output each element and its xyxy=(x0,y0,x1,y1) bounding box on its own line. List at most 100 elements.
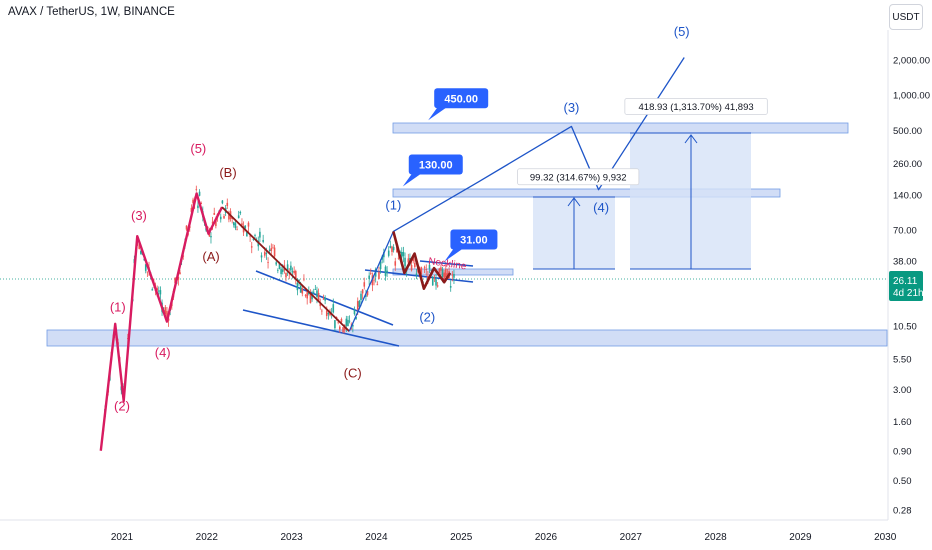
price-axis-tick: 500.00 xyxy=(893,126,922,137)
candle-body xyxy=(268,249,271,252)
wave-label: (5) xyxy=(674,24,690,39)
candle-body xyxy=(443,272,445,279)
candle-body xyxy=(244,225,247,229)
candle-body xyxy=(200,202,202,204)
candle-body xyxy=(404,257,406,267)
candle-body xyxy=(410,265,413,271)
candle-body xyxy=(252,238,255,240)
candle-body xyxy=(311,294,313,300)
candle-body xyxy=(210,236,212,238)
measurement-text: 99.32 (314.67%) 9,932 xyxy=(530,172,627,183)
candle-body xyxy=(353,309,356,315)
price-axis-tick: 2,000.00 xyxy=(893,56,930,67)
candle-body xyxy=(270,248,273,251)
candle-body xyxy=(166,310,168,317)
candle-body xyxy=(301,288,304,294)
candle-body xyxy=(327,312,330,315)
wedge-lower-line[interactable] xyxy=(242,309,400,347)
candle-body xyxy=(376,284,379,286)
candle-body xyxy=(291,271,294,273)
wave-labels-layer: (1) (2) (3) (4) (5) (A) (B) (C) (1) (2) (3) (4) (5) xyxy=(110,24,690,413)
candle-body xyxy=(223,216,225,219)
resistance-zone-450[interactable] xyxy=(392,122,849,134)
callout-pointer xyxy=(444,247,465,262)
candle-body xyxy=(360,293,362,301)
time-axis[interactable]: 2021 2022 2023 2024 2025 2026 2027 2028 2029 2030 xyxy=(111,532,897,543)
candle-body xyxy=(312,291,315,293)
candle-body xyxy=(267,262,269,263)
candle-body xyxy=(239,211,242,214)
candle-body xyxy=(197,205,199,209)
candle-body xyxy=(164,307,167,315)
candle-body xyxy=(233,222,235,226)
candle-body xyxy=(195,189,198,191)
candle-body xyxy=(425,269,428,270)
candle-body xyxy=(157,290,160,292)
time-axis-tick: 2022 xyxy=(196,532,219,543)
wave-label: (2) xyxy=(419,310,435,325)
candle-body xyxy=(215,220,217,227)
callout-pointer xyxy=(428,106,449,121)
candle-body xyxy=(234,223,237,229)
neckline-trendline[interactable] xyxy=(364,269,474,283)
price-axis-tick: 0.50 xyxy=(893,476,912,487)
abc-correction-wave[interactable] xyxy=(221,206,350,332)
measurement-box xyxy=(517,168,640,186)
candle-body xyxy=(250,246,253,248)
candle-body xyxy=(231,217,233,219)
candle-body xyxy=(319,303,322,307)
wave-label: (2) xyxy=(114,398,130,413)
candle-body xyxy=(361,289,364,294)
candle-body xyxy=(236,229,238,231)
price-axis-tick: 140.00 xyxy=(893,190,922,201)
price-callout[interactable]: 130.00 xyxy=(402,154,463,187)
wave-label: (C) xyxy=(344,366,362,381)
candle-body xyxy=(281,269,284,272)
candle-body xyxy=(436,285,439,287)
price-callout[interactable]: 31.00 xyxy=(444,229,498,262)
candle-body xyxy=(303,278,305,280)
candle-body xyxy=(324,297,326,301)
candle-body xyxy=(198,191,201,196)
candle-body xyxy=(241,223,243,226)
candle-body xyxy=(254,235,256,236)
candle-body xyxy=(185,225,188,230)
candle-body xyxy=(143,259,145,261)
candle-body xyxy=(144,264,147,271)
candle-body xyxy=(348,320,351,322)
callout-label: 130.00 xyxy=(419,159,453,171)
currency-button[interactable]: USDT xyxy=(889,4,923,30)
candle-body xyxy=(140,251,142,254)
wave-2-correction[interactable] xyxy=(392,231,452,290)
candle-body xyxy=(306,292,308,299)
price-axis-tick: 1,000.00 xyxy=(893,91,930,102)
price-callout[interactable]: 450.00 xyxy=(428,88,489,121)
blue-impulse-wave[interactable] xyxy=(348,57,685,332)
candle-body xyxy=(334,320,336,329)
candle-body xyxy=(433,277,436,279)
candle-body xyxy=(246,231,248,237)
candle-body xyxy=(174,278,176,284)
candle-body xyxy=(389,246,392,248)
price-axis[interactable]: 2,000.00 1,000.00 500.00 260.00 140.00 70.00 3… xyxy=(893,56,930,517)
price-axis-tick: 38.00 xyxy=(893,256,917,267)
candle-body xyxy=(221,200,224,204)
candle-body xyxy=(272,247,274,249)
price-axis-tick: 5.50 xyxy=(893,354,912,365)
candle-body xyxy=(299,285,302,293)
red-impulse-wave[interactable] xyxy=(99,192,224,451)
time-axis-tick: 2029 xyxy=(789,532,812,543)
support-zone[interactable] xyxy=(46,329,888,347)
price-axis-tick: 1.60 xyxy=(893,417,912,428)
candle-body xyxy=(219,216,222,220)
candle-body xyxy=(451,274,454,276)
candle-body xyxy=(159,290,162,295)
candle-body xyxy=(391,246,393,252)
wave-label: (5) xyxy=(190,141,206,156)
candle-body xyxy=(453,274,455,278)
candle-body xyxy=(392,246,395,251)
neckline-upper-trendline[interactable] xyxy=(419,260,474,267)
time-axis-tick: 2021 xyxy=(111,532,134,543)
measurement-label: 99.32 (314.67%) 9,932 xyxy=(517,168,640,186)
